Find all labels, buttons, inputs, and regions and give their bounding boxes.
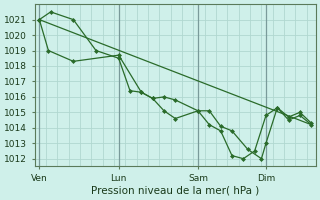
X-axis label: Pression niveau de la mer( hPa ): Pression niveau de la mer( hPa )	[91, 186, 260, 196]
